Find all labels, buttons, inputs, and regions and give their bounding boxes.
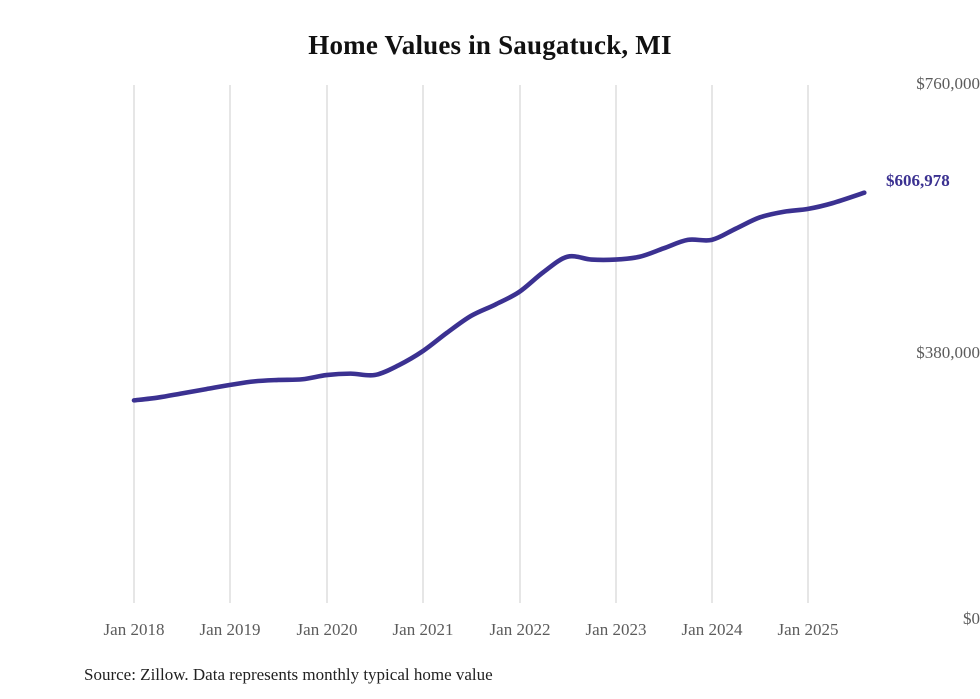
page-title: Home Values in Saugatuck, MI bbox=[308, 30, 672, 60]
source-note: Source: Zillow. Data represents monthly … bbox=[84, 665, 493, 684]
x-axis-tick-label-jan-2019: Jan 2019 bbox=[199, 620, 261, 639]
x-axis-tick-label-jan-2025: Jan 2025 bbox=[777, 620, 839, 639]
gridlines bbox=[133, 85, 809, 603]
y-axis-tick-label-zero: $0 bbox=[963, 609, 980, 628]
x-axis-tick-label-jan-2018: Jan 2018 bbox=[103, 620, 165, 639]
home-value-line bbox=[131, 190, 867, 403]
y-axis-tick-label-mid: $380,000 bbox=[916, 343, 980, 362]
x-axis-tick-label-jan-2021: Jan 2021 bbox=[392, 620, 454, 639]
x-axis-tick-label-jan-2020: Jan 2020 bbox=[296, 620, 358, 639]
end-value-annotation: $606,978 bbox=[886, 171, 950, 190]
y-axis-tick-label-top: $760,000 bbox=[916, 74, 980, 93]
x-axis-tick-label-jan-2024: Jan 2024 bbox=[681, 620, 743, 639]
x-axis-tick-label-jan-2022: Jan 2022 bbox=[489, 620, 551, 639]
x-axis-tick-label-jan-2023: Jan 2023 bbox=[585, 620, 647, 639]
